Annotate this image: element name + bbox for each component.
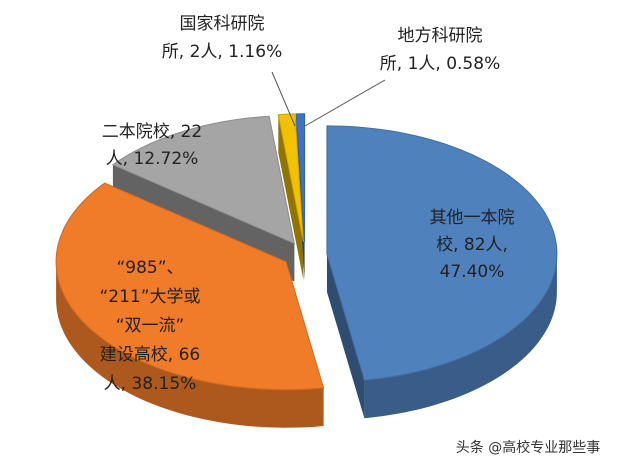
slice-side bbox=[326, 253, 365, 419]
data-label: 47.40% bbox=[440, 262, 505, 282]
leader-line bbox=[304, 79, 386, 127]
slice bbox=[326, 125, 558, 381]
data-label: “211”大学或 bbox=[99, 287, 200, 307]
data-label: 国家科研院 bbox=[180, 14, 265, 34]
data-label: “双一流” bbox=[116, 316, 185, 336]
data-label: 其他一本院 bbox=[430, 208, 515, 228]
slice bbox=[111, 115, 295, 245]
slice-side bbox=[364, 253, 557, 419]
tops bbox=[55, 113, 558, 391]
data-label: 二本院校, 22 bbox=[102, 122, 202, 142]
data-label: 地方科研院 bbox=[398, 26, 483, 46]
data-label: 校, 82人, bbox=[436, 235, 508, 255]
data-label: 建设高校, 66 bbox=[100, 345, 200, 365]
slice bbox=[295, 113, 306, 242]
slice-side bbox=[56, 261, 324, 428]
data-label: 人, 38.15% bbox=[104, 374, 197, 394]
data-label: 所, 2人, 1.16% bbox=[162, 42, 282, 62]
data-label: “985”、 bbox=[116, 258, 183, 278]
slice bbox=[277, 113, 304, 242]
data-label: 人, 12.72% bbox=[106, 149, 199, 169]
watermark: 头条 @高校专业那些事 bbox=[456, 439, 600, 456]
data-label: 所, 1人, 0.58% bbox=[380, 54, 500, 74]
slice bbox=[55, 182, 325, 391]
slice-side bbox=[278, 114, 304, 280]
leader-line bbox=[271, 71, 296, 127]
